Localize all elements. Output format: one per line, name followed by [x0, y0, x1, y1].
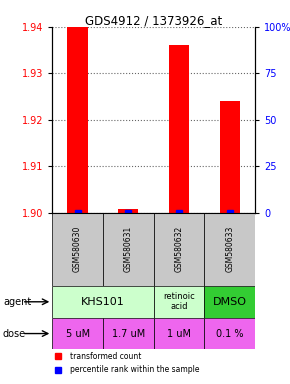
Bar	[169, 45, 189, 213]
Text: DMSO: DMSO	[213, 297, 247, 307]
Text: GSM580630: GSM580630	[73, 226, 82, 272]
Bar	[67, 27, 88, 213]
Bar	[52, 286, 154, 318]
Bar	[204, 213, 255, 286]
Title: GDS4912 / 1373926_at: GDS4912 / 1373926_at	[85, 14, 222, 27]
Bar	[103, 213, 154, 286]
Text: dose: dose	[3, 329, 26, 339]
Bar	[204, 318, 255, 349]
Text: transformed count: transformed count	[70, 352, 142, 361]
Text: agent: agent	[3, 297, 31, 307]
Text: 5 uM: 5 uM	[66, 329, 90, 339]
Bar	[154, 286, 204, 318]
Text: retinoic
acid: retinoic acid	[163, 292, 195, 311]
Bar	[52, 318, 103, 349]
Bar	[118, 209, 139, 213]
Text: 0.1 %: 0.1 %	[216, 329, 244, 339]
Bar	[204, 286, 255, 318]
Text: 1 uM: 1 uM	[167, 329, 191, 339]
Text: percentile rank within the sample: percentile rank within the sample	[70, 365, 200, 374]
Text: GSM580632: GSM580632	[175, 226, 184, 272]
Bar	[103, 318, 154, 349]
Bar	[52, 213, 103, 286]
Text: GSM580633: GSM580633	[225, 226, 234, 272]
Bar	[154, 213, 204, 286]
Text: KHS101: KHS101	[81, 297, 125, 307]
Bar	[220, 101, 240, 213]
Text: GSM580631: GSM580631	[124, 226, 133, 272]
Text: 1.7 uM: 1.7 uM	[112, 329, 145, 339]
Bar	[154, 318, 204, 349]
